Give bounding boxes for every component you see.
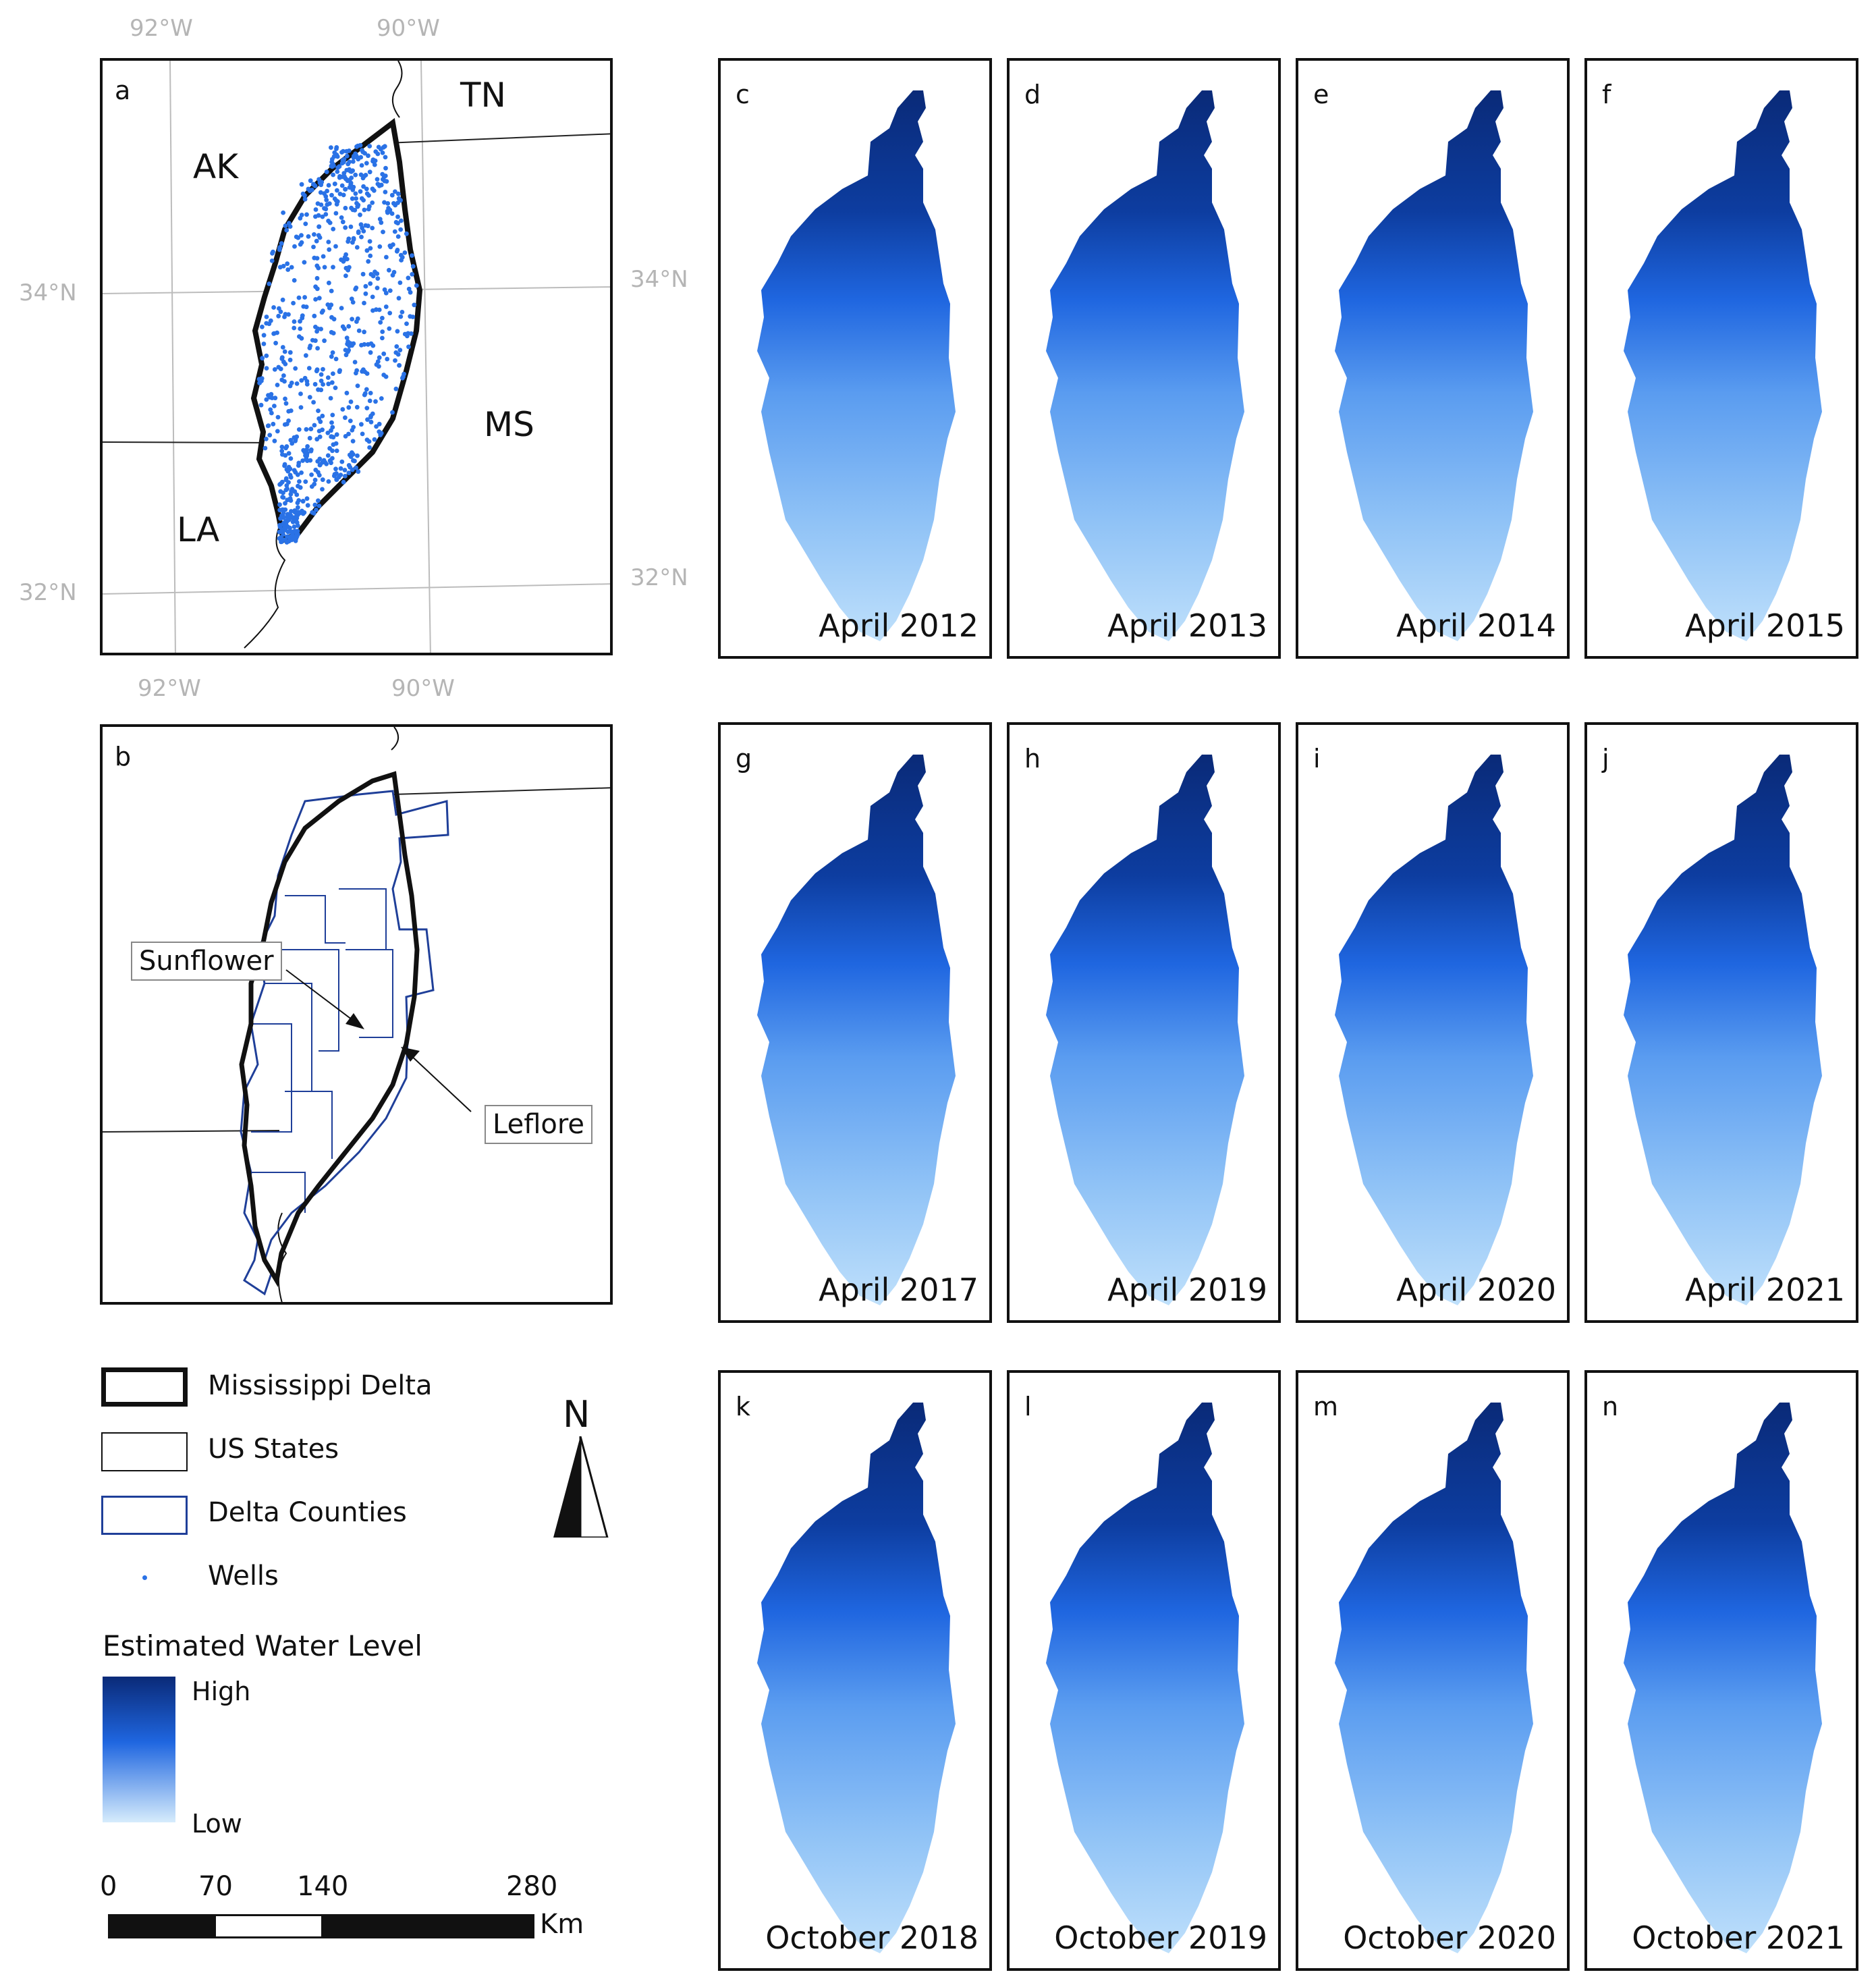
coord-bottom-90w: 90°W xyxy=(391,675,455,702)
water-level-surface xyxy=(1046,1403,1244,1953)
legend-water-high: High xyxy=(192,1677,251,1706)
map-date-label: April 2021 xyxy=(1685,1272,1845,1308)
panel-label: f xyxy=(1602,80,1611,109)
north-arrow-label: N xyxy=(563,1393,590,1436)
panel-label: g xyxy=(736,744,752,773)
panel-label: h xyxy=(1024,744,1041,773)
legend-water-low: Low xyxy=(192,1809,242,1839)
panel-label: m xyxy=(1313,1392,1339,1421)
map-date-label: April 2020 xyxy=(1396,1272,1556,1308)
scale-unit: Km xyxy=(540,1909,584,1940)
panel-label: e xyxy=(1313,80,1329,109)
map-date-label: October 2019 xyxy=(1054,1920,1267,1956)
coord-left-32n: 32°N xyxy=(19,579,77,606)
sunflower-callout: Sunflower xyxy=(131,942,282,981)
legend-states-swatch xyxy=(101,1432,188,1471)
water-level-surface xyxy=(757,90,956,641)
leflore-callout: Leflore xyxy=(485,1105,593,1144)
legend-counties-swatch xyxy=(101,1496,188,1535)
water-map-panel-g: g April 2017 xyxy=(718,722,992,1323)
panel-label: n xyxy=(1602,1392,1619,1421)
legend-states-label: US States xyxy=(208,1434,339,1465)
water-map-panel-k: k October 2018 xyxy=(718,1370,992,1971)
map-date-label: October 2018 xyxy=(765,1920,978,1956)
coord-left-34n: 34°N xyxy=(19,279,77,306)
water-map-panel-m: m October 2020 xyxy=(1296,1370,1570,1971)
legend-water-title: Estimated Water Level xyxy=(103,1629,422,1662)
water-map-panel-n: n October 2021 xyxy=(1584,1370,1858,1971)
delta-counties-outline xyxy=(240,790,449,1296)
legend-wells-dot xyxy=(142,1575,147,1580)
water-map-panel-h: h April 2019 xyxy=(1007,722,1281,1323)
scale-tick-140: 140 xyxy=(297,1871,349,1902)
water-map-panel-i: i April 2020 xyxy=(1296,722,1570,1323)
water-level-surface xyxy=(1335,1403,1533,1953)
water-map-panel-l: l October 2019 xyxy=(1007,1370,1281,1971)
panel-label: j xyxy=(1602,744,1609,773)
water-level-surface xyxy=(1624,755,1822,1305)
panel-a-map: a AK TN MS LA xyxy=(100,58,613,655)
panel-b-map: b Sunflower Leflore xyxy=(100,724,613,1305)
scale-tick-280: 280 xyxy=(506,1871,558,1902)
legend-wells-label: Wells xyxy=(208,1560,279,1592)
water-map-panel-j: j April 2021 xyxy=(1584,722,1858,1323)
state-ak-label: AK xyxy=(193,147,238,186)
map-date-label: April 2017 xyxy=(819,1272,978,1308)
state-la-label: LA xyxy=(177,510,220,549)
water-map-panel-e: e April 2014 xyxy=(1296,58,1570,659)
state-ms-label: MS xyxy=(484,405,534,444)
coord-right-34n: 34°N xyxy=(630,266,688,293)
water-level-surface xyxy=(1046,755,1244,1305)
map-date-label: October 2020 xyxy=(1343,1920,1556,1956)
scale-tick-0: 0 xyxy=(100,1871,117,1902)
north-arrow-icon xyxy=(553,1436,609,1538)
wells-layer xyxy=(256,142,419,545)
water-level-surface xyxy=(1624,90,1822,641)
map-date-label: April 2012 xyxy=(819,607,978,644)
panel-label: i xyxy=(1313,744,1321,773)
scale-bar xyxy=(108,1914,534,1938)
water-level-surface xyxy=(1046,90,1244,641)
map-date-label: April 2013 xyxy=(1107,607,1267,644)
panel-b-label: b xyxy=(115,742,132,771)
legend-counties-label: Delta Counties xyxy=(208,1497,407,1528)
panel-a-label: a xyxy=(115,76,131,105)
water-map-panel-c: c April 2012 xyxy=(718,58,992,659)
water-level-surface xyxy=(1335,755,1533,1305)
map-date-label: April 2019 xyxy=(1107,1272,1267,1308)
coord-bottom-92w: 92°W xyxy=(138,675,201,702)
panel-label: l xyxy=(1024,1392,1032,1421)
water-level-surface xyxy=(1335,90,1533,641)
map-date-label: April 2015 xyxy=(1685,607,1845,644)
panel-label: c xyxy=(736,80,750,109)
legend-delta-swatch xyxy=(101,1367,188,1407)
map-date-label: April 2014 xyxy=(1396,607,1556,644)
panel-label: d xyxy=(1024,80,1041,109)
coord-right-32n: 32°N xyxy=(630,564,688,591)
coord-top-90w: 90°W xyxy=(377,15,440,42)
legend-delta-label: Mississippi Delta xyxy=(208,1370,433,1401)
water-level-surface xyxy=(757,755,956,1305)
coord-top-92w: 92°W xyxy=(130,15,193,42)
water-map-panel-f: f April 2015 xyxy=(1584,58,1858,659)
water-level-surface xyxy=(1624,1403,1822,1953)
panel-label: k xyxy=(736,1392,751,1421)
map-date-label: October 2021 xyxy=(1632,1920,1845,1956)
water-map-panel-d: d April 2013 xyxy=(1007,58,1281,659)
water-level-surface xyxy=(757,1403,956,1953)
legend-water-gradient xyxy=(103,1677,175,1822)
state-tn-label: TN xyxy=(460,76,506,115)
scale-tick-70: 70 xyxy=(198,1871,233,1902)
